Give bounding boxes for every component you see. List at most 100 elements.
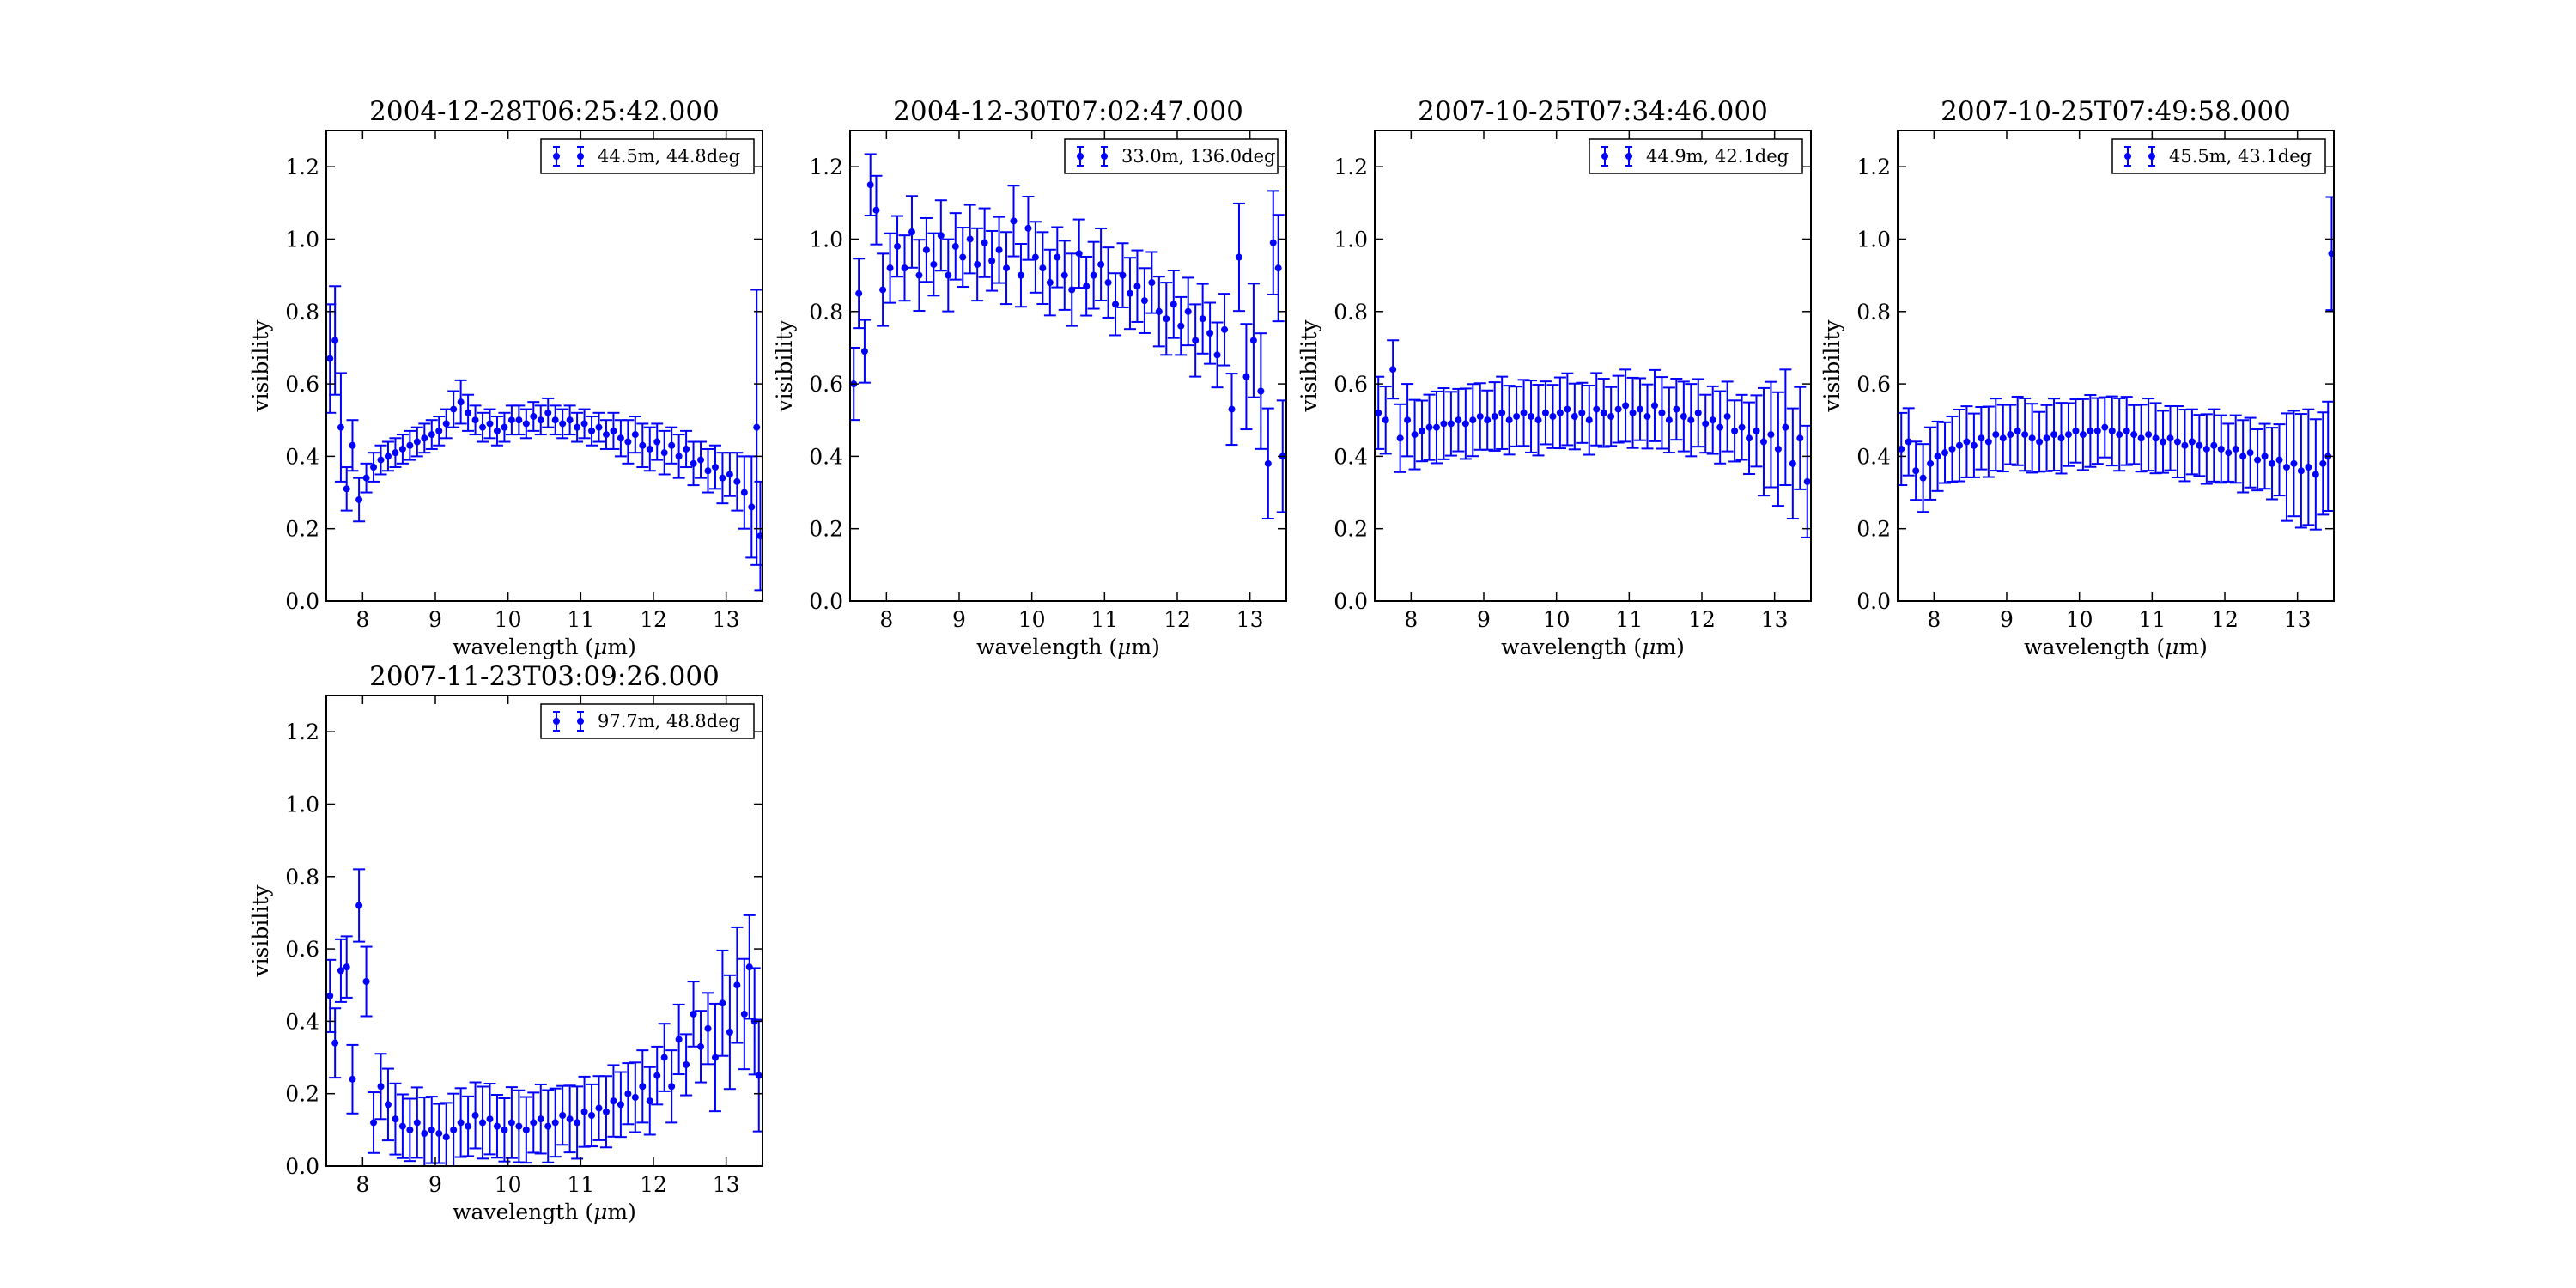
data-point	[1476, 413, 1484, 421]
data-point	[908, 228, 915, 236]
data-point	[574, 423, 581, 431]
data-point	[479, 423, 487, 431]
data-point	[2239, 453, 2247, 460]
data-point	[1119, 271, 1127, 279]
data-point	[588, 1111, 596, 1119]
data-point	[595, 1104, 603, 1112]
data-point	[753, 423, 761, 431]
x-tick-label: 10	[2066, 607, 2093, 632]
data-point	[465, 409, 472, 416]
legend-box	[1064, 138, 1279, 174]
legend: 97.7m, 48.8deg	[540, 703, 755, 739]
legend-box	[2111, 138, 2326, 174]
x-tick-label: 9	[1477, 607, 1491, 632]
legend-box	[540, 703, 755, 739]
data-point	[493, 1122, 501, 1130]
data-point	[544, 409, 552, 416]
data-point	[1948, 445, 1956, 453]
x-axis-label: wavelength (μm)	[2024, 635, 2208, 659]
data-point	[326, 992, 334, 999]
data-point	[1097, 260, 1105, 268]
data-point	[860, 348, 868, 355]
data-point	[362, 978, 370, 986]
data-point	[537, 416, 544, 424]
data-point	[471, 1111, 479, 1119]
data-point	[1680, 413, 1687, 421]
data-point	[1709, 416, 1716, 424]
data-point	[515, 1122, 523, 1130]
data-point	[566, 416, 574, 424]
data-point	[595, 423, 603, 431]
data-point	[2130, 431, 2138, 439]
axes-frame	[849, 130, 1287, 602]
data-point	[486, 1115, 494, 1123]
data-point	[866, 181, 874, 189]
data-point	[2137, 434, 2145, 442]
data-point	[631, 1093, 639, 1101]
data-point	[355, 495, 363, 503]
data-point	[1731, 427, 1739, 434]
data-point	[1984, 438, 1992, 446]
data-point	[1075, 250, 1083, 258]
data-point	[886, 264, 894, 272]
legend-label: 44.5m, 44.8deg	[598, 146, 740, 167]
data-point	[2188, 438, 2196, 446]
data-point	[1564, 405, 1571, 413]
data-point	[1389, 366, 1397, 374]
data-point	[2282, 464, 2290, 471]
data-point	[1491, 413, 1498, 421]
data-point	[872, 206, 880, 214]
data-point	[646, 445, 653, 453]
data-point	[501, 1126, 508, 1133]
data-point	[2312, 471, 2319, 478]
data-point	[1206, 330, 1214, 337]
data-point	[1520, 409, 1528, 416]
data-point	[719, 474, 726, 482]
chart-title: 2007-10-25T07:49:58.000	[1941, 96, 2291, 127]
data-point	[1455, 416, 1462, 424]
x-tick-label: 12	[640, 607, 667, 632]
data-point	[1228, 405, 1236, 413]
data-point	[413, 1119, 421, 1127]
data-point	[901, 264, 908, 272]
data-point	[675, 453, 683, 460]
data-point	[1425, 423, 1433, 431]
data-point	[1257, 387, 1265, 395]
data-point	[559, 420, 567, 428]
y-tick-label: 0.8	[809, 300, 843, 325]
legend-marker	[577, 718, 584, 725]
data-point	[660, 449, 668, 457]
data-point	[530, 413, 538, 421]
data-point	[428, 431, 435, 439]
data-point	[1789, 459, 1796, 467]
data-point	[1782, 423, 1789, 431]
y-tick-label: 0.4	[1856, 444, 1891, 469]
x-tick-label: 8	[1404, 607, 1418, 632]
data-point	[1978, 434, 1985, 442]
data-point	[2275, 456, 2283, 464]
data-point	[1440, 420, 1448, 428]
data-point	[377, 456, 385, 464]
data-point	[1694, 409, 1702, 416]
data-point	[959, 253, 967, 261]
x-tick-label: 12	[2211, 607, 2239, 632]
data-point	[2021, 431, 2029, 439]
data-point	[1767, 431, 1775, 439]
data-point	[646, 1097, 653, 1105]
x-axis-label: wavelength (μm)	[453, 635, 636, 659]
x-tick-label: 13	[2284, 607, 2312, 632]
data-point	[2269, 459, 2276, 467]
data-point	[1269, 239, 1277, 246]
data-point	[398, 1122, 406, 1130]
data-point	[879, 286, 887, 294]
data-point	[530, 1119, 538, 1127]
data-point	[442, 420, 450, 428]
legend: 44.5m, 44.8deg	[540, 138, 755, 174]
data-point	[2087, 427, 2094, 434]
data-point	[1774, 445, 1782, 453]
legend-box	[540, 138, 755, 174]
legend-marker	[553, 153, 560, 160]
y-tick-label: 0.2	[809, 517, 843, 542]
data-point	[668, 441, 676, 449]
y-tick-label: 1.2	[1856, 155, 1891, 179]
